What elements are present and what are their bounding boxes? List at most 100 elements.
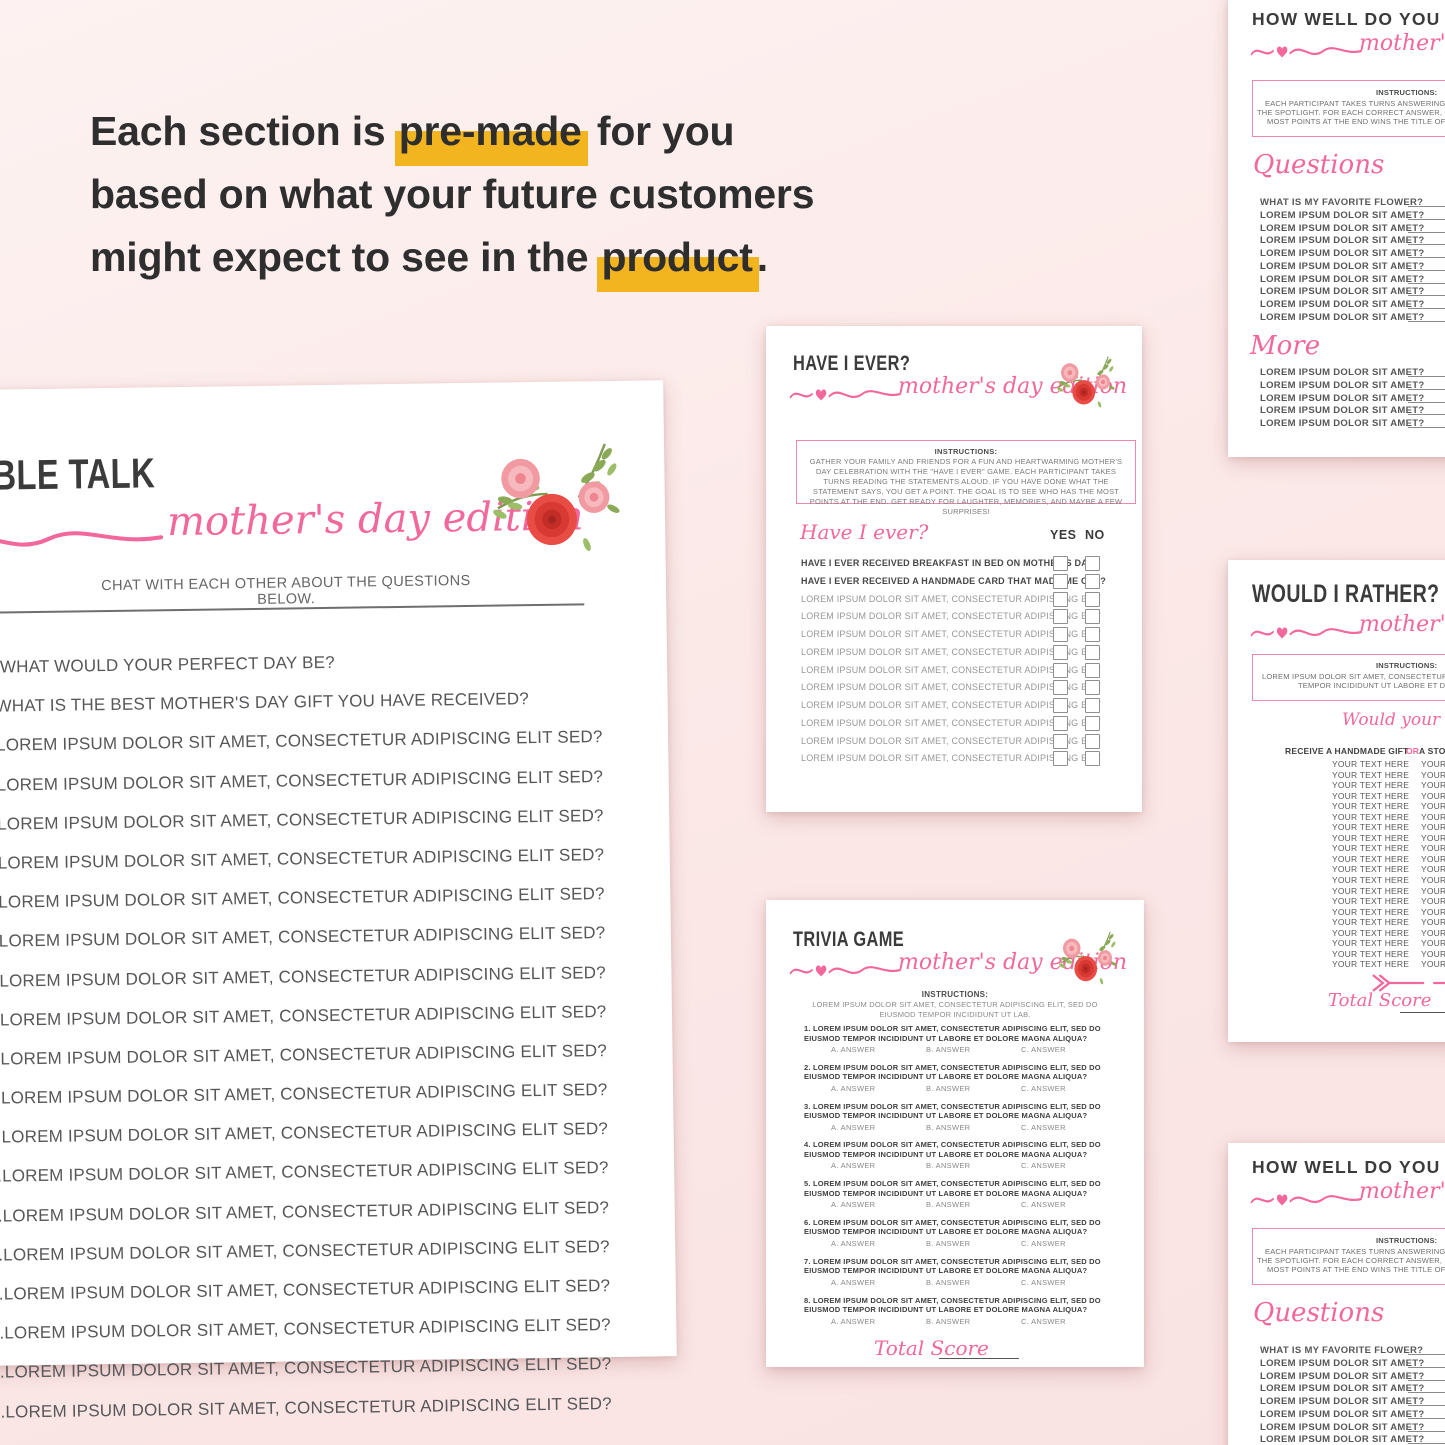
answer-option-a: A. ANSWER	[831, 1277, 876, 1287]
question-row: LOREM IPSUM DOLOR SIT AMET?	[1260, 1371, 1445, 1384]
yes-checkbox	[1053, 698, 1068, 713]
answer-option-b: B. ANSWER	[926, 1045, 971, 1054]
statement-text: LOREM IPSUM DOLOR SIT AMET, CONSECTETUR …	[801, 735, 1101, 746]
yes-checkbox	[1053, 609, 1068, 625]
answer-blank	[1408, 427, 1445, 428]
question-text: LOREM IPSUM DOLOR SIT AMET?	[1260, 286, 1425, 298]
statement-text: HAVE I EVER RECEIVED A HANDMADE CARD THA…	[801, 575, 1106, 586]
column-2-header: A STO	[1419, 746, 1445, 756]
question-text: .LOREM IPSUM DOLOR SIT AMET, CONSECTETUR…	[0, 884, 605, 912]
choice-row: YOUR TEXT HERE YOUR TEXT HERE	[1228, 833, 1445, 844]
choice-row: YOUR TEXT HERE YOUR TEXT HERE	[1228, 780, 1445, 791]
answer-option-a: A. ANSWER	[831, 1238, 876, 1248]
question-text: . WHAT WOULD YOUR PERFECT DAY BE?	[0, 652, 335, 677]
how-well-card-bottom: HOW WELL DO YOU KNO mother's day INSTRUC…	[1228, 1143, 1445, 1445]
statement-row: LOREM IPSUM DOLOR SIT AMET, CONSECTETUR …	[801, 751, 1131, 769]
card-title: WOULD I RATHER?	[1252, 580, 1440, 608]
more-label: More	[1250, 331, 1321, 361]
question-text: LOREM IPSUM DOLOR SIT AMET?	[1260, 379, 1425, 391]
headline-line-1: Each section is pre-made for you	[90, 100, 814, 166]
no-checkbox	[1085, 698, 1100, 713]
yes-checkbox	[1053, 662, 1068, 678]
flower-bouquet-icon	[1049, 928, 1119, 988]
instructions-title: INSTRUCTIONS:	[1376, 88, 1438, 97]
question-text: LOREM IPSUM DOLOR SIT AMET?	[1260, 248, 1425, 259]
answer-option-c: C. ANSWER	[1021, 1083, 1066, 1093]
question-row: LOREM IPSUM DOLOR SIT AMET?	[1260, 312, 1445, 325]
question-row: LOREM IPSUM DOLOR SIT AMET?	[1260, 1396, 1445, 1409]
headline: Each section is pre-made for you based o…	[90, 100, 814, 292]
answer-blank	[1408, 218, 1445, 220]
question-text: LOREM IPSUM DOLOR SIT AMET?	[1260, 299, 1425, 310]
instructions-box	[1252, 80, 1445, 137]
choice-text-right: YOUR TEXT HERE	[1421, 811, 1445, 822]
no-checkbox	[1085, 715, 1100, 731]
column-1-header: RECEIVE A HANDMADE GIFT	[1285, 746, 1409, 756]
question-row: .LOREM IPSUM DOLOR SIT AMET, CONSECTETUR…	[0, 1387, 680, 1436]
question-text: .LOREM IPSUM DOLOR SIT AMET, CONSECTETUR…	[0, 1393, 612, 1422]
question-text: LOREM IPSUM DOLOR SIT AMET?	[1260, 222, 1425, 234]
statement-row: HAVE I EVER RECEIVED A HANDMADE CARD THA…	[801, 573, 1131, 592]
question-text: .LOREM IPSUM DOLOR SIT AMET, CONSECTETUR…	[0, 805, 604, 834]
headline-highlight-product: product	[597, 234, 759, 292]
no-column-header: NO	[1085, 528, 1105, 542]
instructions-line: EACH PARTICIPANT TAKES TURNS ANSWERING Q…	[1265, 1247, 1445, 1256]
choice-row: YOUR TEXT HERE YOUR TEXT HERE	[1228, 812, 1445, 823]
question-row: LOREM IPSUM DOLOR SIT AMET?	[1260, 393, 1445, 406]
question-text: .LOREM IPSUM DOLOR SIT AMET, CONSECTETUR…	[0, 962, 606, 991]
instructions-box	[1252, 1228, 1445, 1285]
answer-option-c: C. ANSWER	[1021, 1238, 1066, 1248]
choice-text-right: YOUR TEXT HERE	[1421, 853, 1445, 864]
question-row: WHAT IS MY FAVORITE FLOWER?	[1260, 1345, 1445, 1358]
trivia-question-text: 4. LOREM IPSUM DOLOR SIT AMET, CONSECTET…	[804, 1140, 1101, 1159]
statement-row: HAVE I EVER RECEIVED BREAKFAST IN BED ON…	[801, 556, 1131, 574]
no-checkbox	[1085, 573, 1100, 589]
choice-text-left: YOUR TEXT HERE	[1332, 832, 1410, 843]
heart-flourish-icon	[1250, 620, 1362, 644]
card-title: TRIVIA GAME	[793, 928, 905, 951]
choice-text-left: YOUR TEXT HERE	[1332, 822, 1410, 833]
answer-blank	[1408, 401, 1445, 403]
choice-text-left: YOUR TEXT HERE	[1332, 948, 1410, 959]
no-checkbox	[1085, 627, 1100, 642]
choice-text-left: YOUR TEXT HERE	[1332, 896, 1410, 907]
answer-option-a: A. ANSWER	[831, 1045, 876, 1054]
trivia-question-block: 5. LOREM IPSUM DOLOR SIT AMET, CONSECTET…	[804, 1179, 1116, 1218]
statement-row: LOREM IPSUM DOLOR SIT AMET, CONSECTETUR …	[801, 680, 1131, 698]
yes-checkbox	[1053, 573, 1068, 589]
answer-option-b: B. ANSWER	[926, 1161, 971, 1171]
choice-row: YOUR TEXT HERE YOUR TEXT HERE	[1228, 854, 1445, 865]
choice-text-right: YOUR TEXT HERE	[1421, 759, 1445, 769]
question-text: .LOREM IPSUM DOLOR SIT AMET, CONSECTETUR…	[0, 923, 606, 951]
choice-text-left: YOUR TEXT HERE	[1332, 885, 1410, 896]
answer-option-b: B. ANSWER	[926, 1083, 971, 1093]
choice-text-right: YOUR TEXT HERE	[1421, 864, 1445, 875]
have-i-ever-card: HAVE I EVER? mother's day edition INSTRU…	[766, 326, 1142, 812]
choice-text-left: YOUR TEXT HERE	[1332, 906, 1410, 917]
question-text: LOREM IPSUM DOLOR SIT AMET?	[1260, 1421, 1425, 1433]
statement-list: HAVE I EVER RECEIVED BREAKFAST IN BED ON…	[801, 556, 1131, 769]
heart-flourish-icon	[0, 515, 164, 564]
trivia-game-card: TRIVIA GAME mother's day edition INSTRUC…	[766, 900, 1144, 1367]
total-score-blank	[1400, 1012, 1445, 1013]
answer-blank	[1408, 308, 1445, 309]
question-text: .LOREM IPSUM DOLOR SIT AMET, CONSECTETUR…	[0, 1001, 607, 1030]
choice-row: YOUR TEXT HERE YOUR TEXT HERE	[1228, 822, 1445, 833]
statement-row: LOREM IPSUM DOLOR SIT AMET, CONSECTETUR …	[801, 609, 1131, 627]
statement-row: LOREM IPSUM DOLOR SIT AMET, CONSECTETUR …	[801, 715, 1131, 734]
answer-option-b: B. ANSWER	[926, 1277, 971, 1287]
statement-row: LOREM IPSUM DOLOR SIT AMET, CONSECTETUR …	[801, 644, 1131, 663]
answer-option-c: C. ANSWER	[1021, 1045, 1066, 1054]
choice-row-list: YOUR TEXT HERE YOUR TEXT HERE YOUR TEXT …	[1228, 759, 1445, 970]
prompt-script: Have I ever?	[800, 520, 929, 544]
total-score-label: Total Score	[1328, 990, 1432, 1011]
statement-row: LOREM IPSUM DOLOR SIT AMET, CONSECTETUR …	[801, 698, 1131, 716]
answer-option-c: C. ANSWER	[1021, 1122, 1066, 1132]
trivia-question-text: 8. LOREM IPSUM DOLOR SIT AMET, CONSECTET…	[804, 1295, 1101, 1315]
card-title: HOW WELL DO YOU KNO	[1252, 9, 1445, 29]
question-row: LOREM IPSUM DOLOR SIT AMET?	[1260, 418, 1445, 431]
instructions-line: THE SPOTLIGHT. FOR EACH CORRECT ANSWER, …	[1257, 108, 1445, 117]
trivia-question-text: 3. LOREM IPSUM DOLOR SIT AMET, CONSECTET…	[804, 1101, 1101, 1121]
question-row: LOREM IPSUM DOLOR SIT AMET?	[1260, 1383, 1445, 1396]
choice-text-left: YOUR TEXT HERE	[1332, 864, 1410, 875]
